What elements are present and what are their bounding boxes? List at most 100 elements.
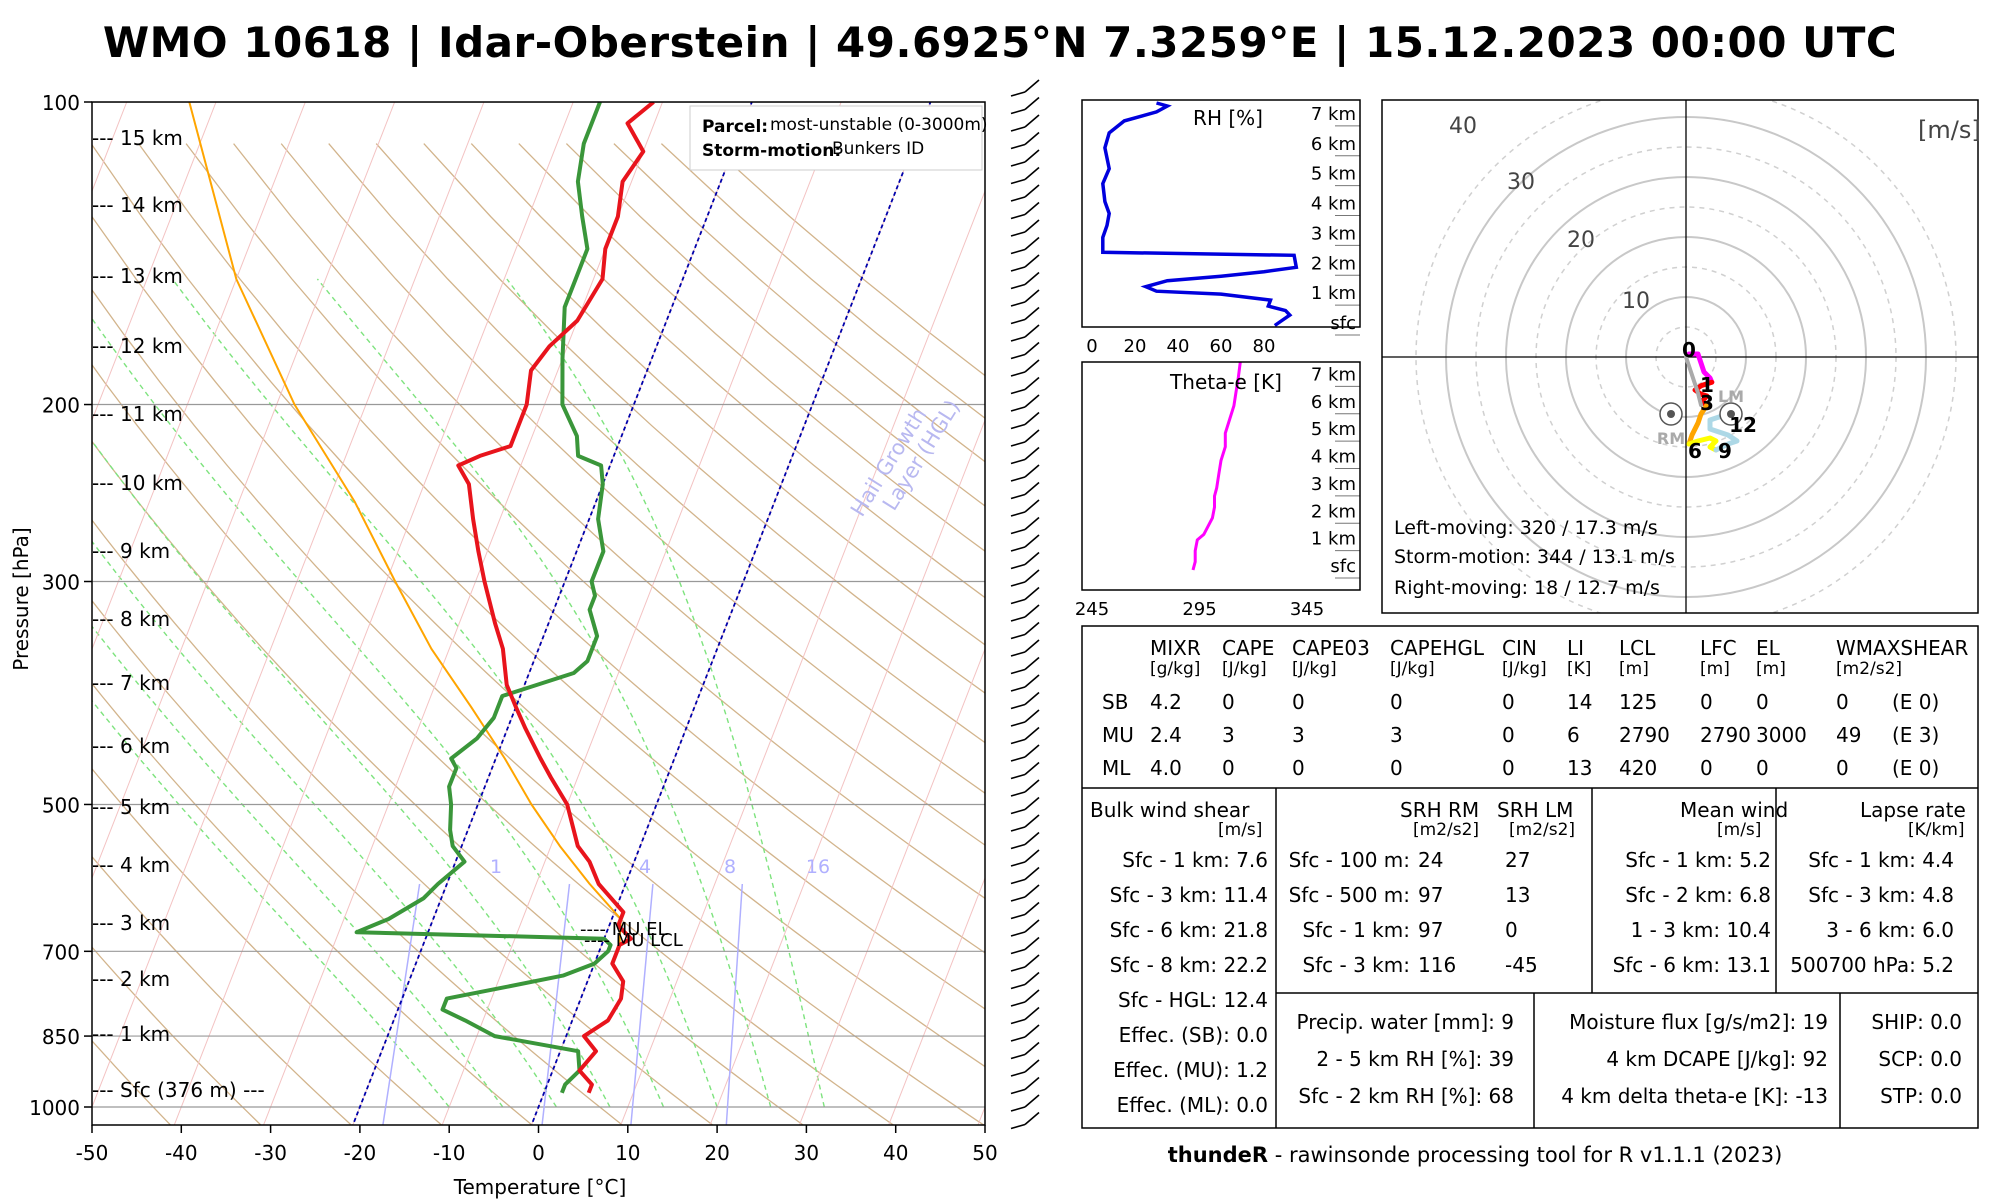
- thetae-height-label: 3 km: [1311, 474, 1356, 495]
- params-cell: 420: [1619, 756, 1658, 780]
- wind-barb-staff: [1024, 674, 1040, 688]
- skewt-background-lines: [92, 102, 985, 1125]
- params-cell: 6: [1567, 723, 1580, 747]
- legend-storm-value: Bunkers ID: [832, 139, 924, 159]
- wind-barb-staff: [1024, 114, 1040, 128]
- wind-barb-staff: [1024, 464, 1040, 478]
- wind-barb-staff: [1024, 954, 1040, 968]
- wind-barb-staff: [1024, 796, 1040, 811]
- wind-barb: [1010, 936, 1040, 955]
- shear-row: Sfc - 8 km: 22.2: [1109, 953, 1268, 977]
- wind-barb-staff: [1024, 429, 1040, 443]
- temp-tick-label: -40: [165, 1141, 198, 1165]
- wind-barb: [1010, 324, 1040, 342]
- legend-box: [689, 105, 983, 171]
- wind-barb-staff: [1024, 271, 1040, 286]
- wind-barb-flag: [1010, 616, 1026, 622]
- hodograph-segment: [1686, 435, 1719, 453]
- params-cell: 0: [1700, 756, 1713, 780]
- srh-rm-header: SRH RM: [1400, 798, 1480, 822]
- hodograph-height-mark: 1: [1700, 373, 1714, 397]
- footer-text: - rawinsonde processing tool for R v1.1.…: [1268, 1143, 1783, 1167]
- moisture-row: Precip. water [mm]: 9: [1296, 1010, 1515, 1034]
- wind-barb-staff: [1024, 1041, 1040, 1056]
- thetae-profile-line: [1191, 362, 1242, 571]
- rh-tick-label: 80: [1253, 336, 1276, 357]
- height-label: --- 4 km: [92, 853, 170, 877]
- height-label: --- 14 km: [92, 193, 183, 217]
- params-cell: 4.0: [1150, 756, 1182, 780]
- params-unit: [J/kg]: [1390, 659, 1435, 679]
- hodograph: RM LM 013 6 912 [m/s] 10 20 30 40 Left-moving: …: [1381, 99, 1981, 614]
- thetae-height-ticks: 7 km 6 km 5 km 4 km 3 km 2 km 1 km sfc: [1311, 364, 1360, 579]
- wind-barb: [1010, 376, 1040, 395]
- height-label: --- 15 km: [92, 126, 183, 150]
- wind-barb: [1010, 971, 1040, 990]
- hodo-storm-motion: Storm-motion: 344 / 13.1 m/s: [1394, 546, 1675, 568]
- shear-row: Sfc - 3 km: 11.4: [1109, 883, 1268, 907]
- wind-barb-flag: [1010, 108, 1026, 115]
- isotherm-line: [798, 647, 985, 1125]
- wind-barb-staff: [1024, 1076, 1040, 1091]
- dry-adiabat-line: [92, 599, 624, 1125]
- flux-row: 4 km DCAPE [J/kg]: 92: [1606, 1047, 1828, 1071]
- params-cell: 0: [1292, 690, 1305, 714]
- params-cell: (E 0): [1892, 756, 1940, 780]
- profile-dewpoint: [354, 102, 613, 1094]
- mu-el-label: ---- MU EL: [580, 919, 668, 940]
- wind-barb: [1010, 1024, 1040, 1042]
- rm-marker-label: RM: [1657, 429, 1685, 448]
- wind-barb: [1010, 516, 1040, 535]
- srh-row-lm: 13: [1505, 883, 1531, 907]
- isotherm-line: [709, 418, 985, 1125]
- pressure-tick-label: 850: [42, 1025, 80, 1049]
- temp-tick-label: 50: [972, 1141, 997, 1165]
- rh-height-label: 4 km: [1311, 194, 1356, 215]
- temp-tick-label: -20: [344, 1141, 377, 1165]
- wind-barb-flag: [1010, 458, 1026, 465]
- srh-row-rm: 24: [1418, 848, 1444, 872]
- params-cell: 3000: [1756, 723, 1807, 747]
- wind-barb: [1010, 901, 1040, 920]
- wind-barb-flag: [1010, 861, 1026, 867]
- wind-barb-flag: [1010, 966, 1026, 972]
- wind-barb-flag: [1010, 1053, 1026, 1060]
- srh-row-label: Sfc - 3 km:: [1302, 953, 1410, 977]
- wind-barb: [1010, 254, 1040, 272]
- dry-adiabat-line: [138, 143, 985, 954]
- meanwind-unit: [m/s]: [1717, 820, 1762, 840]
- wind-barb-flag: [1010, 213, 1026, 220]
- wind-barb: [1010, 1059, 1040, 1077]
- srh-row-rm: 116: [1418, 953, 1457, 977]
- wind-barb-staff: [1024, 201, 1040, 216]
- skewt-profiles: [188, 102, 655, 1094]
- dry-adiabat-line: [92, 682, 533, 1125]
- rh-height-label: 1 km: [1311, 283, 1356, 304]
- wind-barb-staff: [1024, 446, 1040, 461]
- params-unit: [m]: [1756, 659, 1786, 679]
- params-cell: 2.4: [1150, 723, 1182, 747]
- flux-row: 4 km delta theta-e [K]: -13: [1561, 1084, 1828, 1108]
- rh-tick-label: 0: [1086, 336, 1097, 357]
- footer: thundeR - rawinsonde processing tool for…: [1085, 1143, 1865, 1167]
- mixing-ratio-line: [630, 883, 654, 1125]
- wind-barb-staff: [1024, 254, 1040, 268]
- wind-barb: [1010, 1076, 1040, 1095]
- wind-barb-staff: [1024, 534, 1040, 548]
- wind-barb-staff: [1024, 289, 1040, 303]
- rh-axes: 0 20 40 60 80: [1086, 336, 1275, 357]
- pressure-tick-label: 700: [42, 940, 80, 964]
- wind-barb-flag: [1010, 406, 1026, 412]
- wind-barb-staff: [1024, 831, 1040, 846]
- wind-barb: [1010, 586, 1040, 605]
- wind-barb-staff: [1024, 551, 1040, 566]
- height-label: --- 8 km: [92, 607, 170, 631]
- wind-barb: [1010, 814, 1040, 832]
- params-header: EL: [1756, 636, 1780, 660]
- skewt-height-labels: --- 15 km --- 14 km --- 13 km --- 12 km --- …: [92, 126, 265, 1102]
- wind-barb: [1010, 289, 1040, 307]
- wind-barb-staff: [1024, 79, 1040, 93]
- wind-barb-staff: [1024, 359, 1040, 373]
